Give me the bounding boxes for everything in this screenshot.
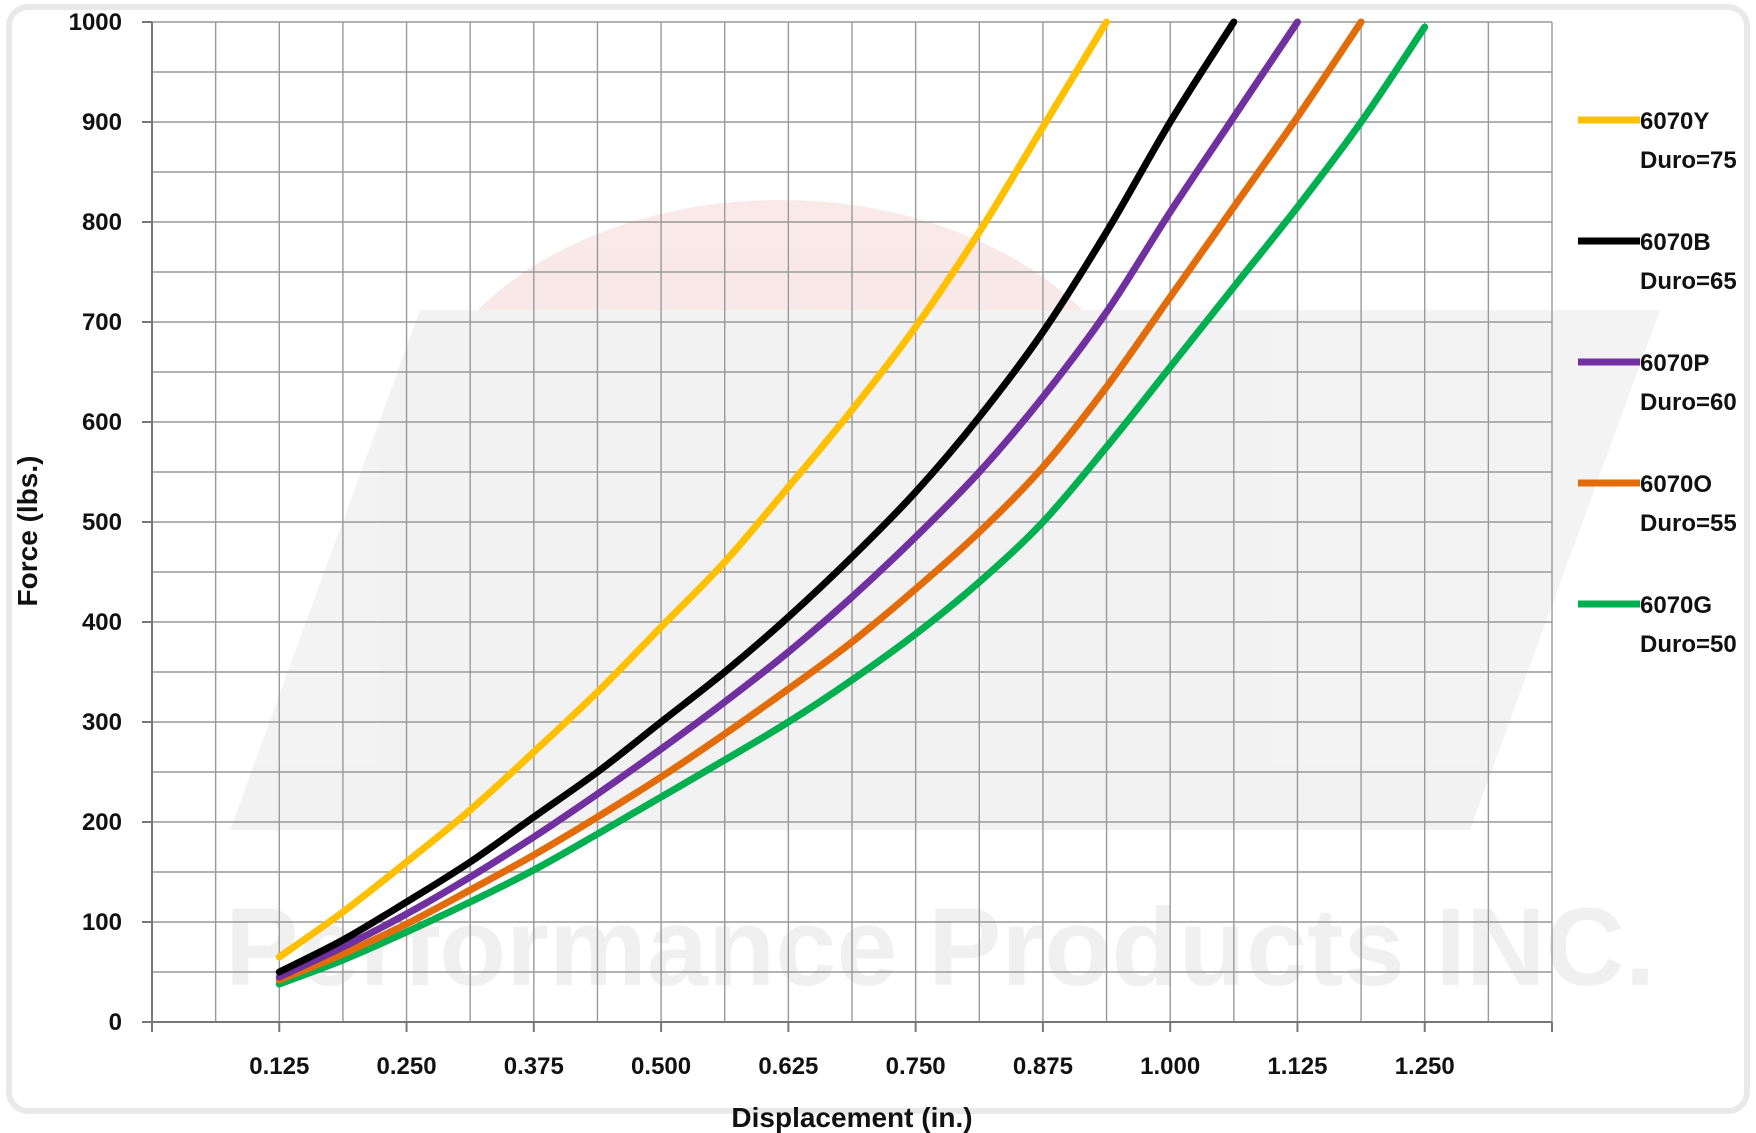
- y-tick-label: 500: [82, 509, 122, 536]
- series-line-6070y: [275, 18, 1110, 961]
- y-tick-label: 200: [82, 809, 122, 836]
- series-line-6070o: [275, 18, 1365, 984]
- legend-label-6070p: 6070P: [1640, 350, 1709, 377]
- y-tick-label: 800: [82, 209, 122, 236]
- watermark-logo-band: [230, 310, 1660, 830]
- grid: [151, 21, 1553, 1023]
- y-tick-label: 100: [82, 909, 122, 936]
- y-tick-label: 900: [82, 109, 122, 136]
- x-tick-label: 1.000: [1140, 1053, 1200, 1080]
- legend-sublabel-6070b: Duro=65: [1640, 268, 1737, 295]
- x-tick-label: 0.125: [249, 1053, 309, 1080]
- y-tick-label: 300: [82, 709, 122, 736]
- y-tick-label: 700: [82, 309, 122, 336]
- legend-label-6070g: 6070G: [1640, 592, 1712, 619]
- tick-labels: 0 100 200 300 400 500 600 700 800 900 1000 0.125 0.2…: [69, 9, 1455, 1080]
- legend: 6070Y Duro=75 6070B Duro=65 6070P Duro=60 6070…: [1578, 108, 1737, 658]
- y-tick-label: 1000: [69, 9, 122, 36]
- chart-frame: [6, 4, 1750, 1114]
- series-line-6070b: [275, 18, 1238, 976]
- series-line-6070p: [275, 18, 1301, 981]
- legend-sublabel-6070y: Duro=75: [1640, 147, 1737, 174]
- y-tick-label: 400: [82, 609, 122, 636]
- legend-label-6070o: 6070O: [1640, 471, 1712, 498]
- series-group: [275, 18, 1429, 988]
- legend-label-6070y: 6070Y: [1640, 108, 1709, 135]
- x-tick-label: 0.875: [1013, 1053, 1073, 1080]
- y-tick-label: 600: [82, 409, 122, 436]
- axes: [142, 21, 1553, 1032]
- x-axis-title: Displacement (in.): [731, 1102, 972, 1133]
- y-tick-label: 0: [109, 1009, 122, 1036]
- x-tick-label: 0.375: [504, 1053, 564, 1080]
- x-tick-label: 0.500: [631, 1053, 691, 1080]
- series-line-6070g: [275, 23, 1429, 988]
- y-axis-title: Force (lbs.): [12, 456, 43, 607]
- x-tick-label: 1.250: [1395, 1053, 1455, 1080]
- legend-sublabel-6070o: Duro=55: [1640, 510, 1737, 537]
- x-tick-label: 0.250: [377, 1053, 437, 1080]
- legend-label-6070b: 6070B: [1640, 229, 1711, 256]
- x-tick-label: 0.625: [758, 1053, 818, 1080]
- legend-sublabel-6070p: Duro=60: [1640, 389, 1737, 416]
- x-tick-label: 0.750: [886, 1053, 946, 1080]
- x-tick-label: 1.125: [1267, 1053, 1327, 1080]
- legend-sublabel-6070g: Duro=50: [1640, 631, 1737, 658]
